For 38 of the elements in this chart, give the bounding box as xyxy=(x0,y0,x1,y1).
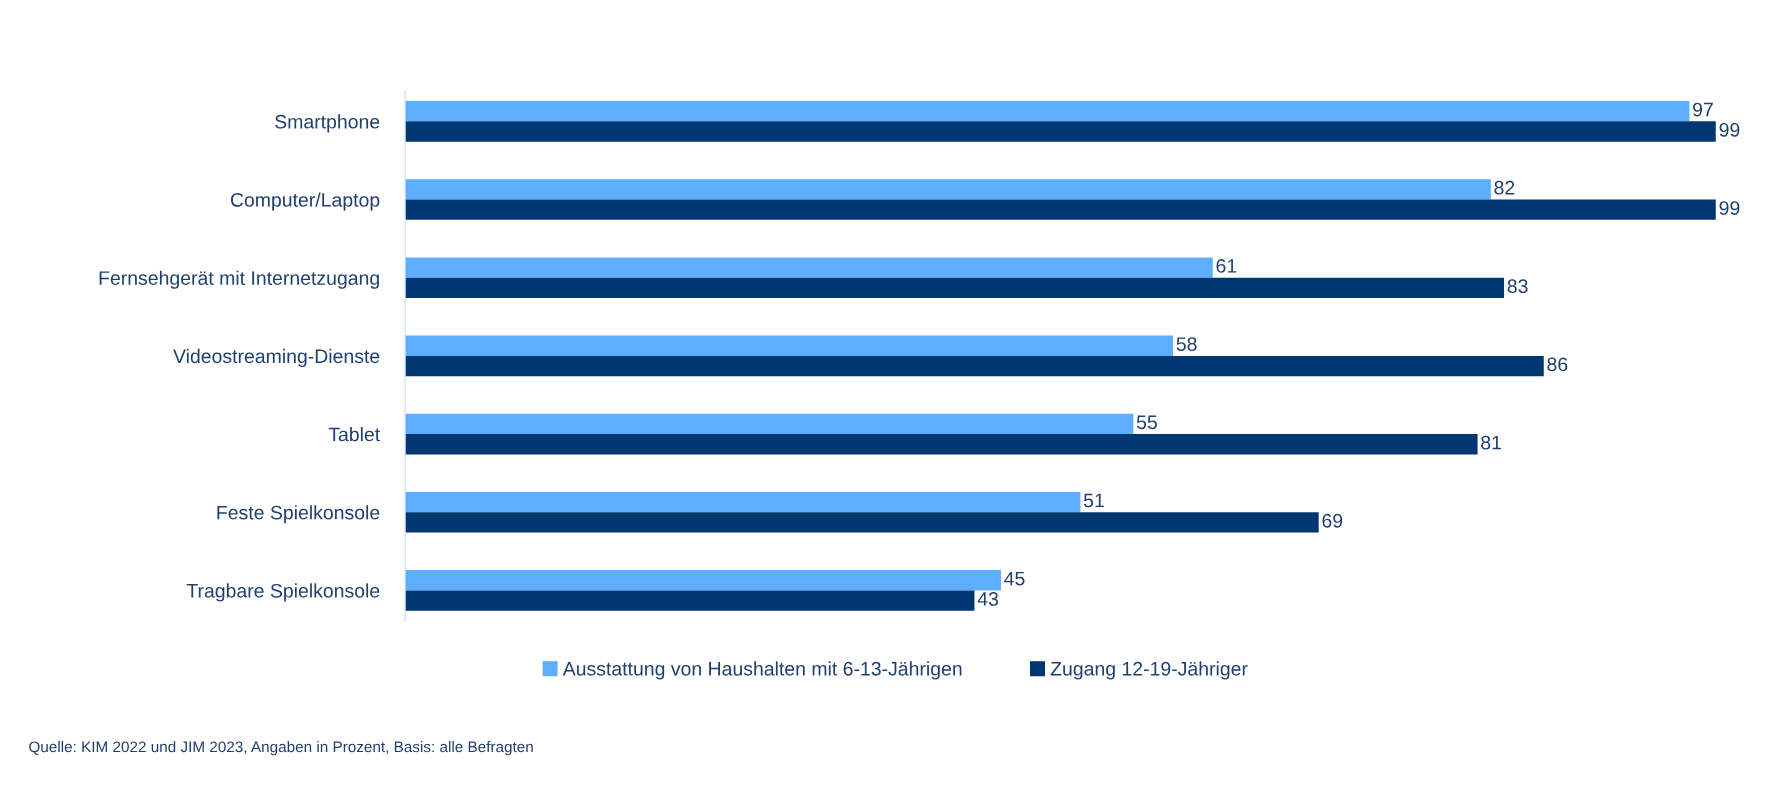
bar xyxy=(405,491,1081,513)
bar xyxy=(405,413,1134,435)
bar xyxy=(405,434,1478,455)
y-tick-label: Tablet xyxy=(328,427,381,442)
y-tick-label: Feste Spielkonsole xyxy=(217,505,380,524)
bar xyxy=(405,257,1213,278)
y-tick-label: Smartphone xyxy=(275,114,380,133)
y-tick-label: Videostreaming-Dienste xyxy=(173,348,380,367)
data-label: 99 xyxy=(1719,122,1740,137)
data-label: 97 xyxy=(1693,102,1713,117)
data-label: 81 xyxy=(1481,435,1502,450)
source-note: Quelle: KIM 2022 und JIM 2023, Angaben in Prozent, Basis: alle Befragten xyxy=(29,741,533,756)
data-label: 82 xyxy=(1494,180,1515,195)
data-label: 58 xyxy=(1176,337,1197,351)
data-label: 43 xyxy=(977,592,999,606)
bar xyxy=(405,512,1319,533)
data-label: 69 xyxy=(1322,513,1343,528)
data-label: 83 xyxy=(1507,279,1528,294)
bar xyxy=(405,179,1491,200)
legend-label: Zugang 12-19-Jähriger xyxy=(1050,661,1248,680)
data-label: 99 xyxy=(1719,201,1740,215)
bar xyxy=(405,121,1716,142)
y-tick-label: Computer/Laptop xyxy=(230,192,380,211)
bar xyxy=(405,199,1716,220)
y-tick-label: Tragbare Spielkonsole xyxy=(186,583,380,602)
data-label: 45 xyxy=(1004,571,1025,586)
data-label: 86 xyxy=(1547,357,1568,372)
y-tick-label: Fernsehgerät mit Internetzugang xyxy=(99,270,379,289)
bar xyxy=(405,355,1544,377)
bar xyxy=(405,335,1174,356)
bar xyxy=(405,277,1505,299)
data-label: 61 xyxy=(1216,259,1237,273)
data-label: 55 xyxy=(1136,415,1157,430)
legend-label: Ausstattung von Haushalten mit 6-13-Jährigen xyxy=(562,661,962,680)
bar xyxy=(405,590,975,611)
bar xyxy=(405,101,1690,122)
data-label: 51 xyxy=(1083,493,1104,508)
bar xyxy=(405,570,1001,591)
